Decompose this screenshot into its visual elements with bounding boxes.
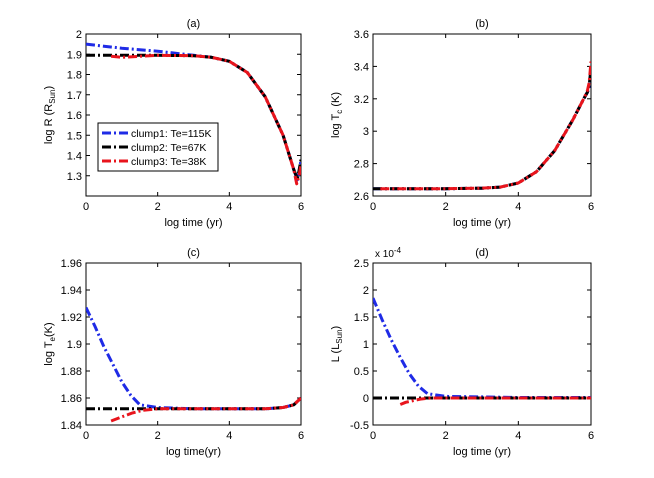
y-tick-label-d-0: -0.5 bbox=[350, 420, 369, 432]
y-tick-label-c-5: 1.94 bbox=[61, 285, 82, 297]
x-tick-label-d-0: 0 bbox=[370, 430, 376, 442]
y-axis-label-sub-d: Sun bbox=[335, 329, 344, 343]
exponent-label-d: x 10-4 bbox=[375, 246, 402, 260]
series-group-c bbox=[86, 306, 301, 423]
x-tick-label-c-3: 6 bbox=[298, 430, 304, 442]
y-tick-label-a-7: 2 bbox=[76, 29, 82, 41]
series-line-b-clump3 bbox=[380, 61, 591, 191]
y-tick-label-c-0: 1.84 bbox=[61, 420, 82, 432]
y-tick-label-d-3: 1 bbox=[363, 339, 369, 351]
x-tick-label-c-1: 2 bbox=[155, 430, 161, 442]
y-axis-label-a: log R (RSun) bbox=[43, 86, 57, 144]
plot-frame-c bbox=[85, 262, 302, 426]
y-axis-label-d: L (LSun) bbox=[330, 326, 344, 362]
y-axis-label-sub-b: c bbox=[335, 110, 344, 114]
x-axis-label-b: log time (yr) bbox=[453, 217, 511, 229]
y-tick-label-c-1: 1.86 bbox=[61, 393, 82, 405]
x-tick-label-b-2: 4 bbox=[515, 201, 521, 213]
y-axis-label-c: log Te(K) bbox=[43, 322, 57, 365]
y-tick-label-b-3: 3.2 bbox=[354, 94, 369, 106]
y-tick-label-a-6: 1.9 bbox=[67, 49, 82, 61]
series-line-c-clump1 bbox=[86, 306, 301, 411]
exponent-power-d: -4 bbox=[394, 246, 402, 255]
chart-title-b: (b) bbox=[475, 18, 488, 30]
y-axis-label-main-c: log T bbox=[43, 341, 55, 366]
exponent-base-d: x 10 bbox=[375, 249, 394, 260]
chart-title-c: (c) bbox=[187, 247, 200, 259]
x-tick-label-b-3: 6 bbox=[588, 201, 594, 213]
plot-frame-d bbox=[372, 262, 592, 426]
y-tick-label-a-4: 1.7 bbox=[67, 90, 82, 102]
y-tick-label-a-2: 1.5 bbox=[67, 130, 82, 142]
y-tick-label-d-1: 0 bbox=[363, 393, 369, 405]
series-line-d-clump3 bbox=[399, 396, 591, 406]
y-tick-label-c-6: 1.96 bbox=[61, 258, 82, 270]
y-tick-label-c-3: 1.9 bbox=[67, 339, 82, 351]
x-axis-label-c: log time(yr) bbox=[166, 446, 221, 458]
y-tick-label-c-2: 1.88 bbox=[61, 366, 82, 378]
series-group-d bbox=[373, 297, 591, 406]
x-tick-label-c-0: 0 bbox=[83, 430, 89, 442]
y-tick-label-a-5: 1.8 bbox=[67, 70, 82, 82]
x-axis-label-d: log time (yr) bbox=[453, 446, 511, 458]
y-tick-label-d-6: 2.5 bbox=[354, 258, 369, 270]
panel-a: 0 2 4 6 1.3 1.4 1.5 1.6 1.7 1.8 1.9 2 (a) log time (y… bbox=[43, 18, 304, 229]
y-axis-label-main-d: L (L bbox=[330, 344, 342, 363]
series-line-c-clump3 bbox=[110, 396, 301, 423]
panel-b: 0 2 4 6 2.6 2.8 3 3.2 3.4 3.6 (b) log time (yr) log … bbox=[330, 18, 594, 229]
y-tick-label-b-5: 3.6 bbox=[354, 29, 369, 41]
panel-d: 0 2 4 6-0.500.511.522.5(d)log time (yr)L (L… bbox=[330, 246, 594, 458]
x-tick-label-a-1: 2 bbox=[155, 201, 161, 213]
y-tick-label-d-4: 1.5 bbox=[354, 312, 369, 324]
panel-c: 0 2 4 6 1.84 1.86 1.88 1.9 1.92 1.94 1.96 (c) log ti… bbox=[43, 247, 304, 458]
series-group-a bbox=[86, 42, 301, 186]
x-tick-label-a-0: 0 bbox=[83, 201, 89, 213]
y-tick-label-a-3: 1.6 bbox=[67, 110, 82, 122]
x-tick-label-b-0: 0 bbox=[370, 201, 376, 213]
y-tick-label-b-4: 3.4 bbox=[354, 61, 369, 73]
x-tick-label-a-2: 4 bbox=[226, 201, 232, 213]
y-axis-label-sub-a: Sun bbox=[48, 90, 57, 104]
y-tick-label-c-4: 1.92 bbox=[61, 312, 82, 324]
y-axis-label-b: log Tc (K) bbox=[330, 92, 344, 138]
y-tick-label-a-1: 1.4 bbox=[67, 151, 82, 163]
x-axis-label-a: log time (yr) bbox=[164, 217, 222, 229]
legend-label-clump3: clump3: Te=38K bbox=[131, 156, 206, 168]
x-tick-label-d-3: 6 bbox=[588, 430, 594, 442]
y-axis-label-tail-a: ) bbox=[43, 86, 55, 90]
y-axis-label-main-b: log T bbox=[330, 113, 342, 138]
x-tick-label-d-2: 4 bbox=[515, 430, 521, 442]
series-line-b-clump2 bbox=[373, 67, 591, 191]
legend-box bbox=[97, 122, 219, 172]
legend-label-clump2: clump2: Te=67K bbox=[131, 142, 206, 154]
y-axis-label-tail-b: (K) bbox=[330, 92, 342, 110]
y-axis-label-tail-d: ) bbox=[330, 326, 342, 330]
plot-frame-b bbox=[372, 33, 592, 197]
legend-label-clump1: clump1: Te=115K bbox=[131, 128, 211, 140]
y-tick-label-b-1: 2.8 bbox=[354, 159, 369, 171]
y-axis-label-main-a: log R (R bbox=[43, 104, 55, 144]
x-tick-label-a-3: 6 bbox=[298, 201, 304, 213]
y-axis-label-sub-c: e bbox=[48, 336, 57, 341]
y-tick-label-b-0: 2.6 bbox=[354, 191, 369, 203]
series-group-b bbox=[373, 61, 591, 191]
y-tick-label-d-5: 2 bbox=[363, 285, 369, 297]
series-line-a-clump3 bbox=[110, 53, 301, 186]
y-axis-label-tail-c: (K) bbox=[43, 322, 55, 337]
x-tick-label-b-1: 2 bbox=[443, 201, 449, 213]
y-tick-label-d-2: 0.5 bbox=[354, 366, 369, 378]
chart-title-d: (d) bbox=[475, 247, 488, 259]
y-tick-label-b-2: 3 bbox=[363, 126, 369, 138]
chart-title-a: (a) bbox=[187, 18, 200, 30]
y-tick-label-a-0: 1.3 bbox=[67, 171, 82, 183]
x-tick-label-c-2: 4 bbox=[226, 430, 232, 442]
x-tick-label-d-1: 2 bbox=[443, 430, 449, 442]
